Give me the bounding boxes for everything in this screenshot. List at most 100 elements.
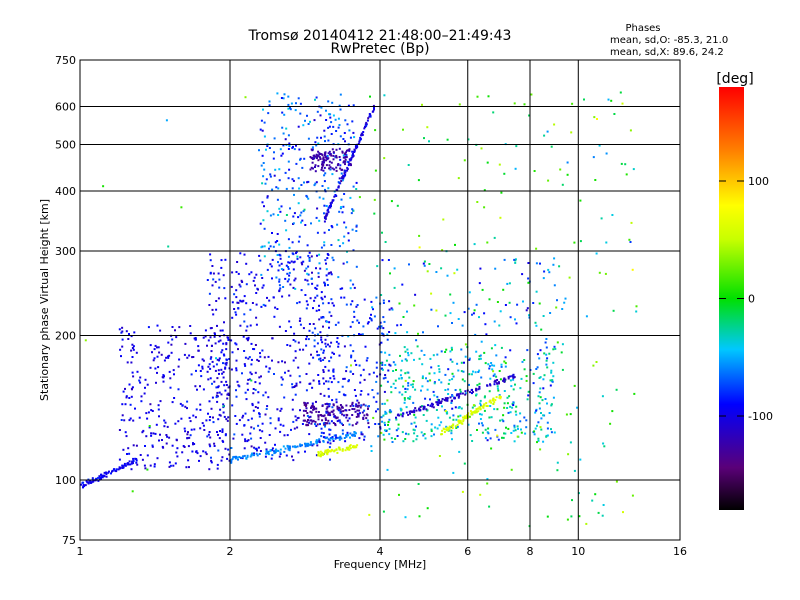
colorbar-label: [deg] bbox=[716, 71, 753, 87]
data-point bbox=[186, 356, 189, 359]
data-point bbox=[338, 147, 341, 150]
data-point bbox=[430, 423, 433, 426]
data-point bbox=[233, 293, 236, 296]
data-point bbox=[323, 129, 326, 132]
data-point bbox=[235, 389, 237, 392]
data-point bbox=[444, 410, 447, 412]
data-point bbox=[382, 510, 385, 513]
data-point bbox=[355, 363, 358, 366]
data-point bbox=[530, 93, 533, 96]
data-point bbox=[438, 401, 441, 404]
data-point bbox=[334, 323, 337, 326]
data-point bbox=[450, 402, 453, 404]
data-point bbox=[124, 403, 127, 406]
data-point bbox=[307, 338, 310, 341]
data-point bbox=[583, 98, 585, 101]
data-point bbox=[476, 95, 479, 98]
data-point bbox=[322, 197, 325, 200]
data-point bbox=[327, 395, 330, 398]
data-point bbox=[509, 411, 512, 414]
data-point bbox=[601, 395, 604, 398]
data-point bbox=[320, 316, 323, 319]
data-point bbox=[216, 400, 219, 403]
data-point bbox=[372, 104, 375, 107]
data-point bbox=[558, 265, 561, 268]
data-point bbox=[258, 415, 261, 418]
data-point bbox=[514, 410, 517, 413]
data-point bbox=[331, 302, 334, 305]
data-point bbox=[153, 348, 156, 351]
data-point bbox=[334, 118, 337, 121]
data-point bbox=[381, 259, 384, 262]
data-point bbox=[327, 438, 330, 441]
data-point bbox=[320, 435, 323, 438]
data-point bbox=[346, 166, 349, 169]
data-point bbox=[535, 409, 538, 412]
data-point bbox=[478, 387, 481, 390]
data-point bbox=[486, 161, 489, 164]
data-point bbox=[445, 397, 447, 400]
data-point bbox=[201, 365, 204, 368]
data-point bbox=[502, 414, 505, 417]
data-point bbox=[368, 405, 370, 408]
data-point bbox=[295, 251, 298, 253]
data-point bbox=[397, 427, 400, 430]
data-point bbox=[488, 505, 491, 508]
data-point bbox=[157, 404, 160, 407]
data-point bbox=[189, 325, 192, 327]
data-point bbox=[388, 308, 391, 311]
data-point bbox=[340, 406, 343, 409]
data-point bbox=[349, 405, 352, 408]
data-point bbox=[328, 311, 331, 314]
data-point bbox=[213, 445, 216, 447]
data-point bbox=[378, 325, 381, 328]
data-point bbox=[264, 455, 267, 458]
data-point bbox=[276, 233, 279, 235]
data-point bbox=[315, 157, 318, 160]
data-point bbox=[388, 300, 391, 303]
data-point bbox=[151, 444, 154, 447]
data-point bbox=[147, 326, 150, 329]
data-point bbox=[554, 347, 557, 350]
data-point bbox=[512, 378, 515, 381]
data-point bbox=[436, 401, 439, 404]
data-point bbox=[615, 388, 618, 391]
data-point bbox=[384, 364, 387, 366]
data-point bbox=[279, 423, 282, 426]
data-point bbox=[207, 433, 210, 436]
data-point bbox=[330, 410, 333, 413]
data-point bbox=[411, 386, 414, 389]
data-point bbox=[287, 103, 290, 106]
data-point bbox=[215, 308, 218, 311]
data-point bbox=[490, 447, 493, 450]
data-point bbox=[480, 340, 483, 343]
data-point bbox=[156, 355, 159, 358]
data-point bbox=[323, 231, 326, 234]
data-point bbox=[556, 461, 559, 464]
data-point bbox=[464, 393, 467, 396]
data-point bbox=[302, 348, 305, 351]
data-point bbox=[476, 429, 478, 431]
data-point bbox=[352, 249, 355, 252]
data-point bbox=[387, 259, 390, 261]
data-point bbox=[227, 338, 230, 341]
data-point bbox=[552, 375, 555, 378]
data-point bbox=[260, 119, 263, 122]
data-point bbox=[84, 484, 87, 487]
data-point bbox=[246, 440, 249, 443]
data-point bbox=[394, 363, 397, 366]
data-point bbox=[487, 427, 490, 430]
data-point bbox=[273, 174, 276, 177]
data-point bbox=[264, 413, 267, 416]
data-point bbox=[245, 283, 248, 286]
data-point bbox=[327, 126, 330, 129]
data-point bbox=[517, 427, 519, 430]
data-point bbox=[477, 410, 480, 413]
data-point bbox=[353, 315, 356, 318]
data-point bbox=[386, 338, 389, 341]
data-point bbox=[256, 358, 259, 361]
data-point bbox=[384, 424, 386, 426]
data-point bbox=[297, 177, 300, 180]
data-point bbox=[448, 379, 451, 382]
data-point bbox=[374, 423, 377, 425]
